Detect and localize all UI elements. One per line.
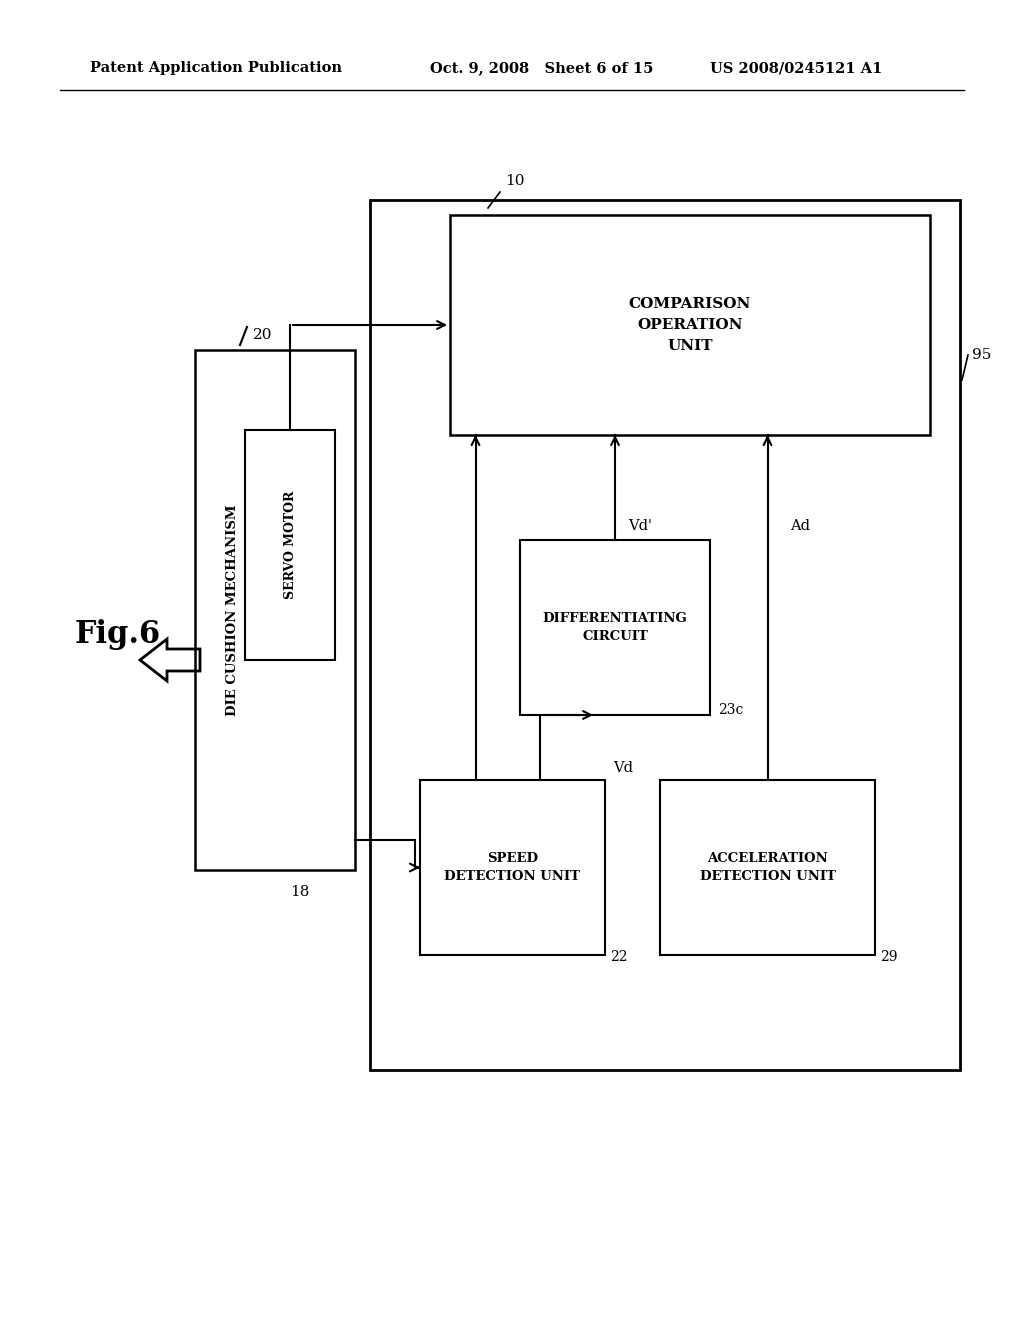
Text: US 2008/0245121 A1: US 2008/0245121 A1 [710,61,883,75]
Text: Vd: Vd [613,762,633,775]
Text: 20: 20 [253,327,272,342]
Text: Oct. 9, 2008   Sheet 6 of 15: Oct. 9, 2008 Sheet 6 of 15 [430,61,653,75]
Bar [420,780,605,954]
Text: Fig.6: Fig.6 [75,619,161,651]
Bar [520,540,710,715]
Text: 23c: 23c [718,704,743,717]
Text: 22: 22 [610,950,628,964]
Text: COMPARISON
OPERATION
UNIT: COMPARISON OPERATION UNIT [629,297,752,352]
Text: Vd': Vd' [628,519,652,533]
Text: SPEED
DETECTION UNIT: SPEED DETECTION UNIT [444,851,581,883]
Bar [370,201,961,1071]
Bar [660,780,874,954]
Text: Ad: Ad [790,519,810,533]
Text: 95: 95 [972,348,991,362]
Text: ACCELERATION
DETECTION UNIT: ACCELERATION DETECTION UNIT [699,851,836,883]
Bar [245,430,335,660]
Text: DIE CUSHION MECHANISM: DIE CUSHION MECHANISM [226,504,240,715]
Text: 10: 10 [505,174,524,187]
Text: SERVO MOTOR: SERVO MOTOR [284,491,297,599]
Text: DIFFERENTIATING
CIRCUIT: DIFFERENTIATING CIRCUIT [543,612,687,643]
Bar [450,215,930,436]
Bar [195,350,355,870]
Text: 18: 18 [291,884,309,899]
Text: 29: 29 [880,950,897,964]
Text: Patent Application Publication: Patent Application Publication [90,61,342,75]
